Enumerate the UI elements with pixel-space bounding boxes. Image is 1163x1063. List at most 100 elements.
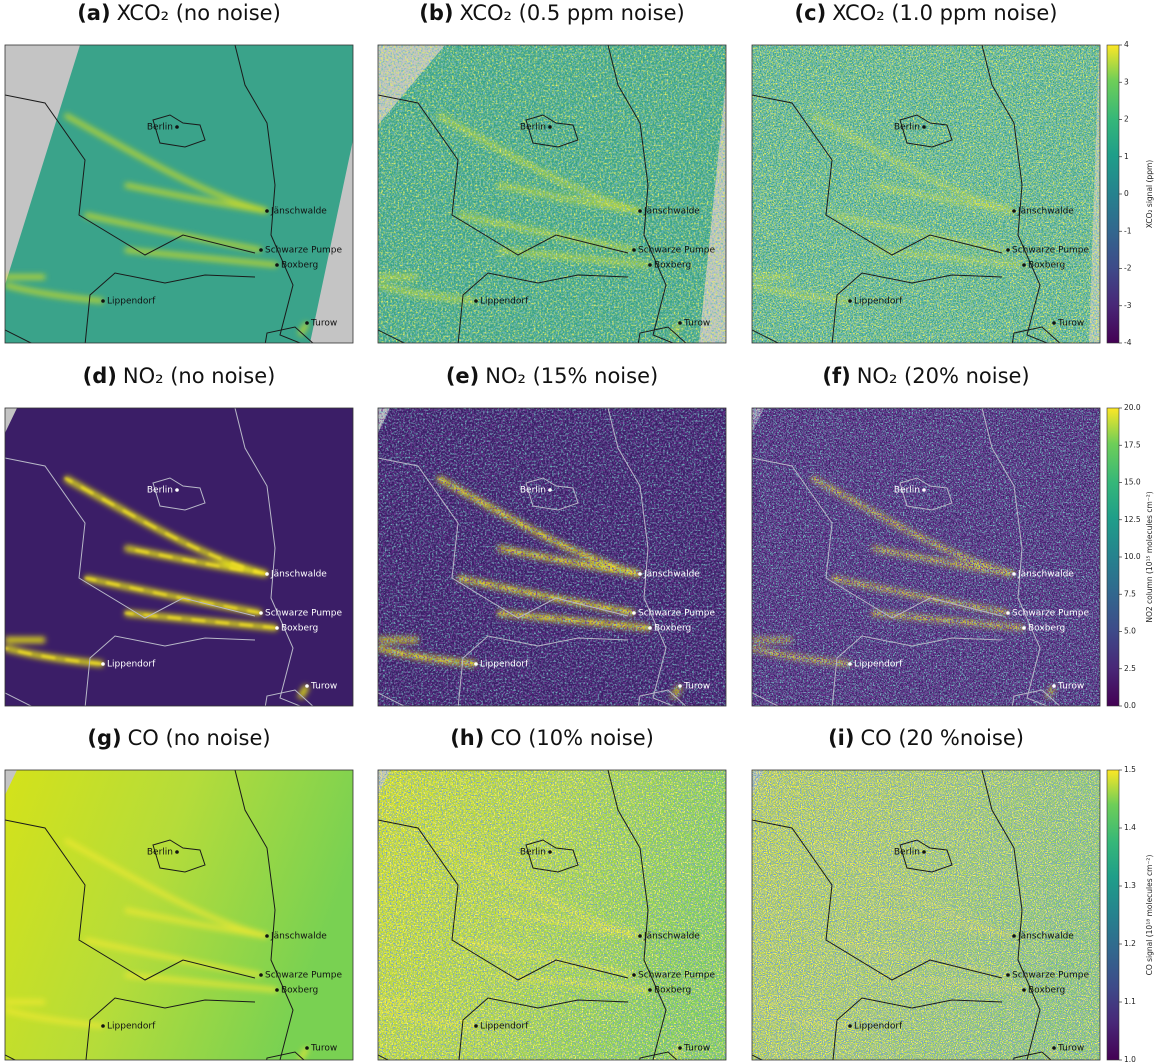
city-dot [848,662,852,666]
city-dot [632,611,636,615]
city-label: Boxberg [1028,986,1065,996]
panel-caption: XCO₂ (0.5 ppm noise) [459,1,684,25]
city-label: Lippendorf [480,660,529,670]
city-dot [175,488,179,492]
city-dot [1022,988,1026,992]
city-dot [1022,263,1026,267]
city-dot [275,626,279,630]
colorbar-tick-label: 20.0 [1124,403,1141,412]
colorbar-tick-label: 0 [1124,189,1129,198]
colorbar-label: CO signal (10¹⁸ molecules cm⁻²) [1145,855,1154,976]
panel-label: (a) [77,1,110,25]
city-label: Turow [1057,319,1084,329]
panel-caption: CO (no noise) [128,726,271,750]
city-dot [1012,572,1016,576]
panel-title: (a) XCO₂ (no noise) [77,1,281,25]
city-label: Turow [310,682,337,692]
city-label: Turow [1057,682,1084,692]
city-label: Lippendorf [480,297,529,307]
city-label: Schwarze Pumpe [265,609,343,619]
city-dot [848,299,852,303]
map-panel: BerlinJänschwaldeSchwarze PumpeBoxbergLi… [5,770,353,1063]
map-panel: BerlinJänschwaldeSchwarze PumpeBoxbergLi… [378,408,726,708]
panel-label: (g) [87,726,121,750]
city-label: Boxberg [654,624,691,634]
city-dot [101,1024,105,1028]
panel-label: (e) [446,364,479,388]
city-label: Lippendorf [854,660,903,670]
city-dot [632,248,636,252]
city-dot [305,684,309,688]
city-dot [678,684,682,688]
colorbar-tick-label: 1.1 [1124,997,1136,1006]
city-label: Turow [683,682,710,692]
colorbar-tick-label: 2 [1124,115,1129,124]
city-label: Schwarze Pumpe [265,246,343,256]
city-label: Berlin [894,486,920,496]
city-label: Berlin [147,123,173,133]
colorbar-tick-label: 10.0 [1124,552,1141,561]
city-label: Lippendorf [854,1022,903,1032]
city-label: Jänschwalde [270,932,327,942]
city-label: Boxberg [1028,624,1065,634]
map-panel: BerlinJänschwaldeSchwarze PumpeBoxbergLi… [752,770,1100,1063]
city-dot [638,934,642,938]
city-dot [1052,321,1056,325]
colorbar-tick-label: 1.2 [1124,939,1136,948]
colorbar-tick-label: 1.0 [1124,1055,1136,1063]
colorbar-tick-label: -1 [1124,226,1132,235]
city-dot [648,988,652,992]
city-label: Schwarze Pumpe [265,971,343,981]
city-dot [922,488,926,492]
city-label: Lippendorf [854,297,903,307]
city-label: Boxberg [281,624,318,634]
panel-title: (g) CO (no noise) [87,726,270,750]
city-dot [275,263,279,267]
city-label: Schwarze Pumpe [638,246,716,256]
city-dot [648,263,652,267]
city-dot [305,321,309,325]
colorbar-tick-label: 2.5 [1124,664,1136,673]
city-dot [1006,973,1010,977]
city-label: Jänschwalde [643,207,700,217]
colorbar-tick-label: 3 [1124,77,1129,86]
panel-caption: NO₂ (20% noise) [857,364,1030,388]
colorbar-tick-label: 0.0 [1124,701,1136,710]
city-label: Berlin [894,123,920,133]
colorbar [1107,770,1119,1060]
city-label: Boxberg [654,986,691,996]
noise-low [378,45,726,343]
panel-label: (f) [822,364,850,388]
map-panel: BerlinJänschwaldeSchwarze PumpeBoxbergLi… [378,45,726,345]
city-dot [305,1046,309,1050]
panel-caption: XCO₂ (no noise) [117,1,281,25]
city-label: Berlin [894,848,920,858]
panel-caption: NO₂ (no noise) [123,364,275,388]
city-dot [1012,209,1016,213]
city-dot [1022,626,1026,630]
noise-low [378,770,726,1060]
city-label: Berlin [147,848,173,858]
city-label: Jänschwalde [1017,932,1074,942]
city-label: Berlin [520,848,546,858]
map-panel: BerlinJänschwaldeSchwarze PumpeBoxbergLi… [752,0,1100,345]
city-dot [265,209,269,213]
colorbar-tick-label: 4 [1124,40,1129,49]
figure: (a)XCO₂ (no noise)BerlinJänschwaldeSchwa… [0,0,1163,1063]
city-label: Lippendorf [107,1022,156,1032]
colorbar-tick-label: 1.3 [1124,881,1136,890]
city-label: Berlin [520,486,546,496]
city-dot [922,850,926,854]
panel-caption: CO (20 %noise) [860,726,1023,750]
city-label: Jänschwalde [270,207,327,217]
panel-caption: NO₂ (15% noise) [485,364,658,388]
city-dot [1006,248,1010,252]
noise-low [752,408,1100,706]
noise-low [752,45,1100,343]
city-label: Berlin [520,123,546,133]
city-dot [648,626,652,630]
colorbar-label: NO2 column (10¹⁵ molecules cm⁻²) [1145,491,1154,622]
city-label: Berlin [147,486,173,496]
city-label: Turow [310,319,337,329]
